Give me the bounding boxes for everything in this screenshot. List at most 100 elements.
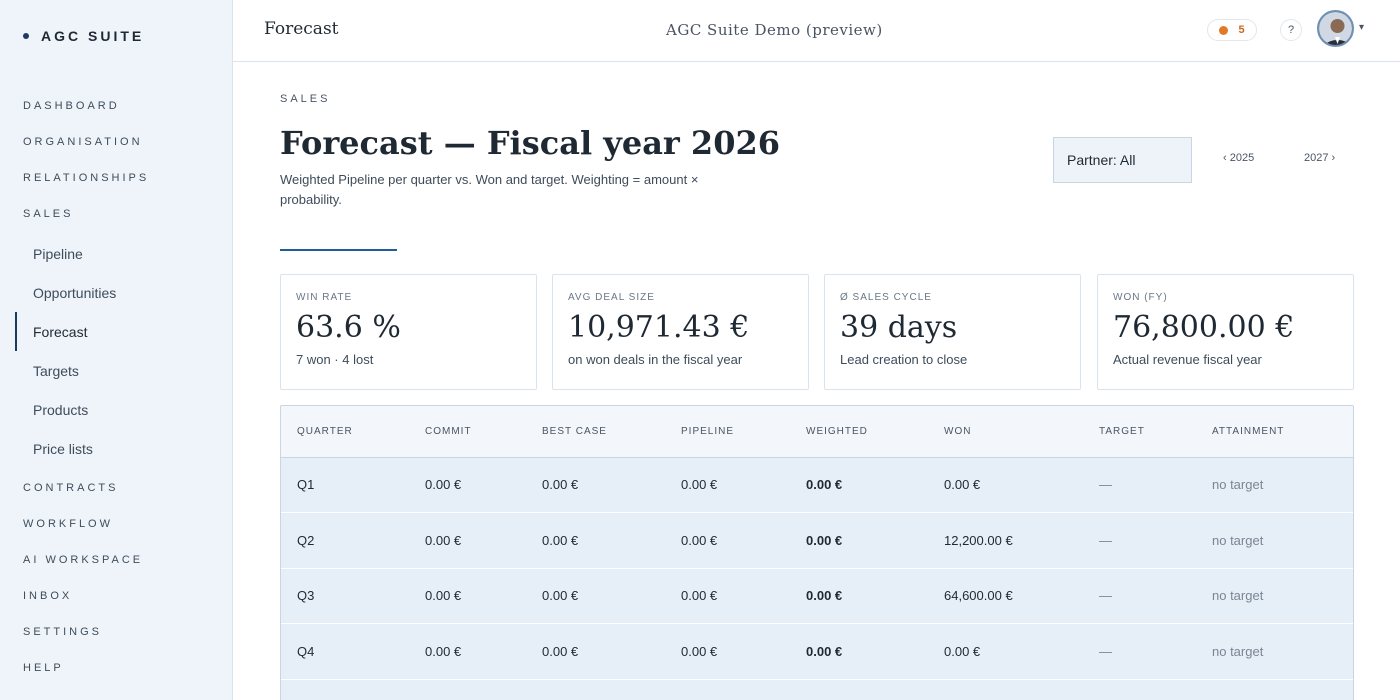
pipeline-cell: 0.00 € (665, 512, 790, 569)
quarter-cell: Q3 (281, 568, 409, 624)
quarter-cell: Q4 (281, 623, 409, 680)
won-cell: 12,200.00 € (928, 512, 1083, 569)
brand-dot-icon (23, 33, 29, 39)
sidebar: AGC SUITE DASHBOARD ORGANISATION RELATIO… (0, 0, 233, 700)
chevron-down-icon[interactable]: ▾ (1359, 22, 1365, 33)
target-cell: — (1083, 457, 1196, 513)
avatar[interactable] (1317, 10, 1354, 47)
best-case-cell: 0.00 € (526, 623, 665, 680)
table-row: Q2 0.00 € 0.00 € 0.00 € 0.00 € 12,200.00… (281, 512, 1353, 569)
won-cell: 0.00 € (928, 457, 1083, 513)
forecast-table: QUARTER COMMIT BEST CASE PIPELINE WEIGHT… (281, 406, 1353, 680)
attainment-cell: no target (1196, 568, 1353, 624)
table-header-row: QUARTER COMMIT BEST CASE PIPELINE WEIGHT… (281, 406, 1353, 458)
notifications-button[interactable]: 5 (1207, 19, 1257, 41)
sidebar-nav: DASHBOARD ORGANISATION RELATIONSHIPS SAL… (0, 94, 233, 692)
sidebar-item-settings[interactable]: SETTINGS (23, 626, 103, 638)
best-case-cell: 0.00 € (526, 457, 665, 513)
sidebar-item-targets[interactable]: Targets (33, 362, 79, 379)
attainment-cell: no target (1196, 457, 1353, 513)
kpi-card-win-rate: WIN RATE 63.6 % 7 won · 4 lost (280, 274, 537, 390)
weighted-cell: 0.00 € (790, 623, 928, 680)
target-cell: — (1083, 568, 1196, 624)
commit-cell: 0.00 € (409, 512, 526, 569)
target-cell: — (1083, 512, 1196, 569)
column-header-quarter[interactable]: QUARTER (281, 406, 409, 458)
brand-name: AGC SUITE (41, 28, 145, 44)
notification-dot-icon (1219, 25, 1229, 35)
column-header-attainment[interactable]: ATTAINMENT (1196, 406, 1353, 458)
pipeline-cell: 0.00 € (665, 623, 790, 680)
table-row: Q4 0.00 € 0.00 € 0.00 € 0.00 € 0.00 € — … (281, 623, 1353, 680)
weighted-cell: 0.00 € (790, 568, 928, 624)
next-year-link[interactable]: 2027 › (1304, 152, 1336, 164)
kpi-label: WIN RATE (296, 292, 353, 303)
commit-cell: 0.00 € (409, 457, 526, 513)
table-row: Q3 0.00 € 0.00 € 0.00 € 0.00 € 64,600.00… (281, 568, 1353, 624)
kpi-caption: on won deals in the fiscal year (568, 352, 743, 367)
column-header-target[interactable]: TARGET (1083, 406, 1196, 458)
main-content: SALES Forecast — Fiscal year 2026 Weight… (233, 63, 1400, 700)
weighted-cell: 0.00 € (790, 457, 928, 513)
table-row: Q1 0.00 € 0.00 € 0.00 € 0.00 € 0.00 € — … (281, 457, 1353, 513)
previous-year-link[interactable]: ‹ 2025 (1223, 152, 1255, 164)
sidebar-item-help[interactable]: HELP (23, 662, 64, 674)
best-case-cell: 0.00 € (526, 512, 665, 569)
attainment-cell: no target (1196, 623, 1353, 680)
page-eyebrow: SALES (280, 93, 331, 105)
quarter-cell: Q2 (281, 512, 409, 569)
weighted-cell: 0.00 € (790, 512, 928, 569)
sidebar-item-forecast[interactable]: Forecast (0, 312, 233, 351)
column-header-weighted[interactable]: WEIGHTED (790, 406, 928, 458)
sidebar-item-sales[interactable]: SALES (23, 208, 74, 220)
kpi-card-avg-deal-size: AVG DEAL SIZE 10,971.43 € on won deals i… (552, 274, 809, 390)
quarter-cell: Q1 (281, 457, 409, 513)
kpi-caption: 7 won · 4 lost (296, 352, 374, 367)
kpi-label: Ø SALES CYCLE (840, 292, 932, 303)
sidebar-item-contracts[interactable]: CONTRACTS (23, 482, 119, 494)
sidebar-item-dashboard[interactable]: DASHBOARD (23, 100, 120, 112)
sidebar-item-ai-workspace[interactable]: AI WORKSPACE (23, 554, 144, 566)
sidebar-item-pipeline[interactable]: Pipeline (33, 245, 83, 262)
column-header-best-case[interactable]: BEST CASE (526, 406, 665, 458)
top-bar: Forecast AGC Suite Demo (preview) 5 ? ▾ (233, 0, 1400, 62)
partner-filter-select[interactable]: Partner: All (1053, 137, 1192, 183)
won-cell: 64,600.00 € (928, 568, 1083, 624)
kpi-label: WON (FY) (1113, 292, 1168, 303)
column-header-pipeline[interactable]: PIPELINE (665, 406, 790, 458)
sidebar-item-price-lists[interactable]: Price lists (33, 440, 93, 457)
sidebar-item-inbox[interactable]: INBOX (23, 590, 73, 602)
pipeline-cell: 0.00 € (665, 457, 790, 513)
page-subtitle: Weighted Pipeline per quarter vs. Won an… (280, 172, 699, 207)
sidebar-item-organisation[interactable]: ORGANISATION (23, 136, 143, 148)
user-avatar-icon (1319, 12, 1352, 45)
brand-logo[interactable]: AGC SUITE (23, 28, 144, 44)
kpi-label: AVG DEAL SIZE (568, 292, 655, 303)
sidebar-item-opportunities[interactable]: Opportunities (33, 284, 117, 301)
kpi-value: 63.6 % (296, 310, 401, 345)
kpi-value: 39 days (840, 310, 958, 345)
sidebar-item-products[interactable]: Products (33, 401, 89, 418)
forecast-table-container: QUARTER COMMIT BEST CASE PIPELINE WEIGHT… (280, 405, 1354, 700)
title-divider (280, 249, 397, 251)
kpi-caption: Actual revenue fiscal year (1113, 352, 1262, 367)
sidebar-item-relationships[interactable]: RELATIONSHIPS (23, 172, 150, 184)
notification-count: 5 (1238, 24, 1245, 36)
pipeline-cell: 0.00 € (665, 568, 790, 624)
target-cell: — (1083, 623, 1196, 680)
commit-cell: 0.00 € (409, 623, 526, 680)
commit-cell: 0.00 € (409, 568, 526, 624)
best-case-cell: 0.00 € (526, 568, 665, 624)
sidebar-item-workflow[interactable]: WORKFLOW (23, 518, 113, 530)
kpi-caption: Lead creation to close (840, 352, 968, 367)
help-button[interactable]: ? (1280, 19, 1302, 41)
column-header-won[interactable]: WON (928, 406, 1083, 458)
kpi-cards: WIN RATE 63.6 % 7 won · 4 lost AVG DEAL … (280, 274, 1354, 390)
kpi-value: 76,800.00 € (1113, 310, 1295, 345)
workspace-name: AGC Suite Demo (preview) (666, 21, 883, 39)
attainment-cell: no target (1196, 512, 1353, 569)
topbar-title: Forecast (264, 19, 339, 39)
kpi-card-won-fy: WON (FY) 76,800.00 € Actual revenue fisc… (1097, 274, 1354, 390)
kpi-value: 10,971.43 € (568, 310, 750, 345)
column-header-commit[interactable]: COMMIT (409, 406, 526, 458)
